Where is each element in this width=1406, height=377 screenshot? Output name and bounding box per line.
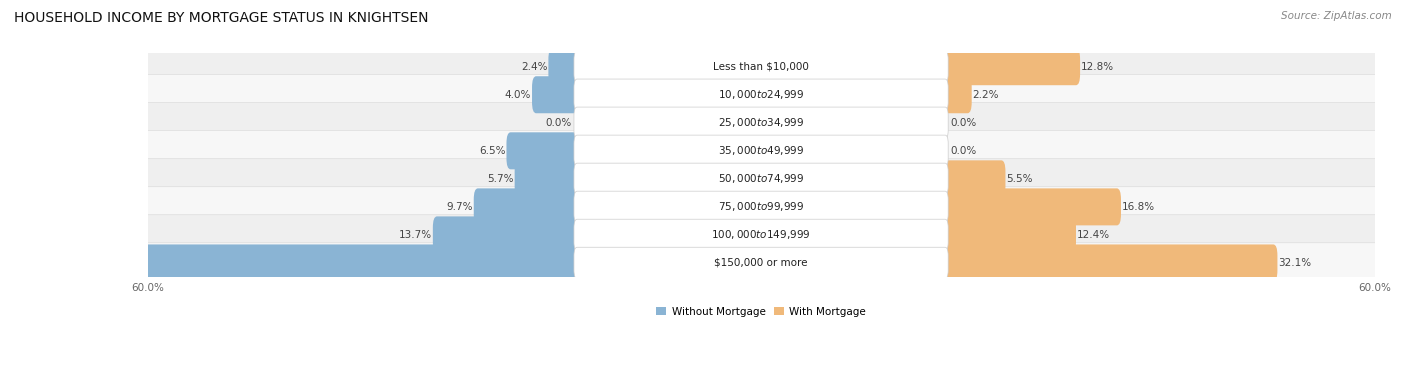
FancyBboxPatch shape [574, 247, 948, 279]
Text: 4.0%: 4.0% [505, 90, 531, 100]
FancyBboxPatch shape [941, 216, 1076, 253]
FancyBboxPatch shape [515, 160, 581, 197]
FancyBboxPatch shape [135, 75, 1388, 115]
Text: 12.4%: 12.4% [1077, 230, 1111, 240]
FancyBboxPatch shape [574, 219, 948, 251]
FancyBboxPatch shape [574, 191, 948, 222]
Text: $75,000 to $99,999: $75,000 to $99,999 [718, 200, 804, 213]
Text: $10,000 to $24,999: $10,000 to $24,999 [718, 88, 804, 101]
FancyBboxPatch shape [574, 163, 948, 195]
Text: 0.0%: 0.0% [950, 146, 977, 156]
Text: HOUSEHOLD INCOME BY MORTGAGE STATUS IN KNIGHTSEN: HOUSEHOLD INCOME BY MORTGAGE STATUS IN K… [14, 11, 429, 25]
FancyBboxPatch shape [941, 160, 1005, 197]
FancyBboxPatch shape [531, 76, 581, 113]
Text: 6.5%: 6.5% [479, 146, 505, 156]
Text: $100,000 to $149,999: $100,000 to $149,999 [711, 228, 811, 241]
FancyBboxPatch shape [135, 130, 1388, 171]
FancyBboxPatch shape [574, 79, 948, 110]
Text: 32.1%: 32.1% [1278, 258, 1312, 268]
Text: 5.7%: 5.7% [486, 174, 513, 184]
FancyBboxPatch shape [135, 103, 1388, 143]
Text: Less than $10,000: Less than $10,000 [713, 62, 808, 72]
Text: Source: ZipAtlas.com: Source: ZipAtlas.com [1281, 11, 1392, 21]
Text: 58.1%: 58.1% [0, 258, 35, 268]
FancyBboxPatch shape [506, 132, 581, 169]
FancyBboxPatch shape [574, 51, 948, 83]
Text: $50,000 to $74,999: $50,000 to $74,999 [718, 172, 804, 185]
FancyBboxPatch shape [941, 244, 1278, 282]
Text: 2.4%: 2.4% [520, 62, 547, 72]
FancyBboxPatch shape [941, 188, 1121, 225]
FancyBboxPatch shape [433, 216, 581, 253]
FancyBboxPatch shape [574, 107, 948, 138]
Text: 12.8%: 12.8% [1081, 62, 1114, 72]
FancyBboxPatch shape [135, 243, 1388, 283]
FancyBboxPatch shape [548, 48, 581, 85]
Text: 16.8%: 16.8% [1122, 202, 1156, 212]
FancyBboxPatch shape [474, 188, 581, 225]
FancyBboxPatch shape [135, 159, 1388, 199]
FancyBboxPatch shape [574, 135, 948, 167]
Text: 13.7%: 13.7% [399, 230, 432, 240]
FancyBboxPatch shape [135, 46, 1388, 87]
Text: 0.0%: 0.0% [950, 118, 977, 128]
Text: 0.0%: 0.0% [546, 118, 572, 128]
FancyBboxPatch shape [135, 187, 1388, 227]
FancyBboxPatch shape [941, 48, 1080, 85]
FancyBboxPatch shape [135, 215, 1388, 255]
FancyBboxPatch shape [0, 244, 581, 282]
Text: 5.5%: 5.5% [1007, 174, 1033, 184]
Text: 2.2%: 2.2% [973, 90, 1000, 100]
FancyBboxPatch shape [941, 76, 972, 113]
Text: $35,000 to $49,999: $35,000 to $49,999 [718, 144, 804, 157]
Legend: Without Mortgage, With Mortgage: Without Mortgage, With Mortgage [652, 303, 870, 321]
Text: 9.7%: 9.7% [446, 202, 472, 212]
Text: $150,000 or more: $150,000 or more [714, 258, 808, 268]
Text: $25,000 to $34,999: $25,000 to $34,999 [718, 116, 804, 129]
